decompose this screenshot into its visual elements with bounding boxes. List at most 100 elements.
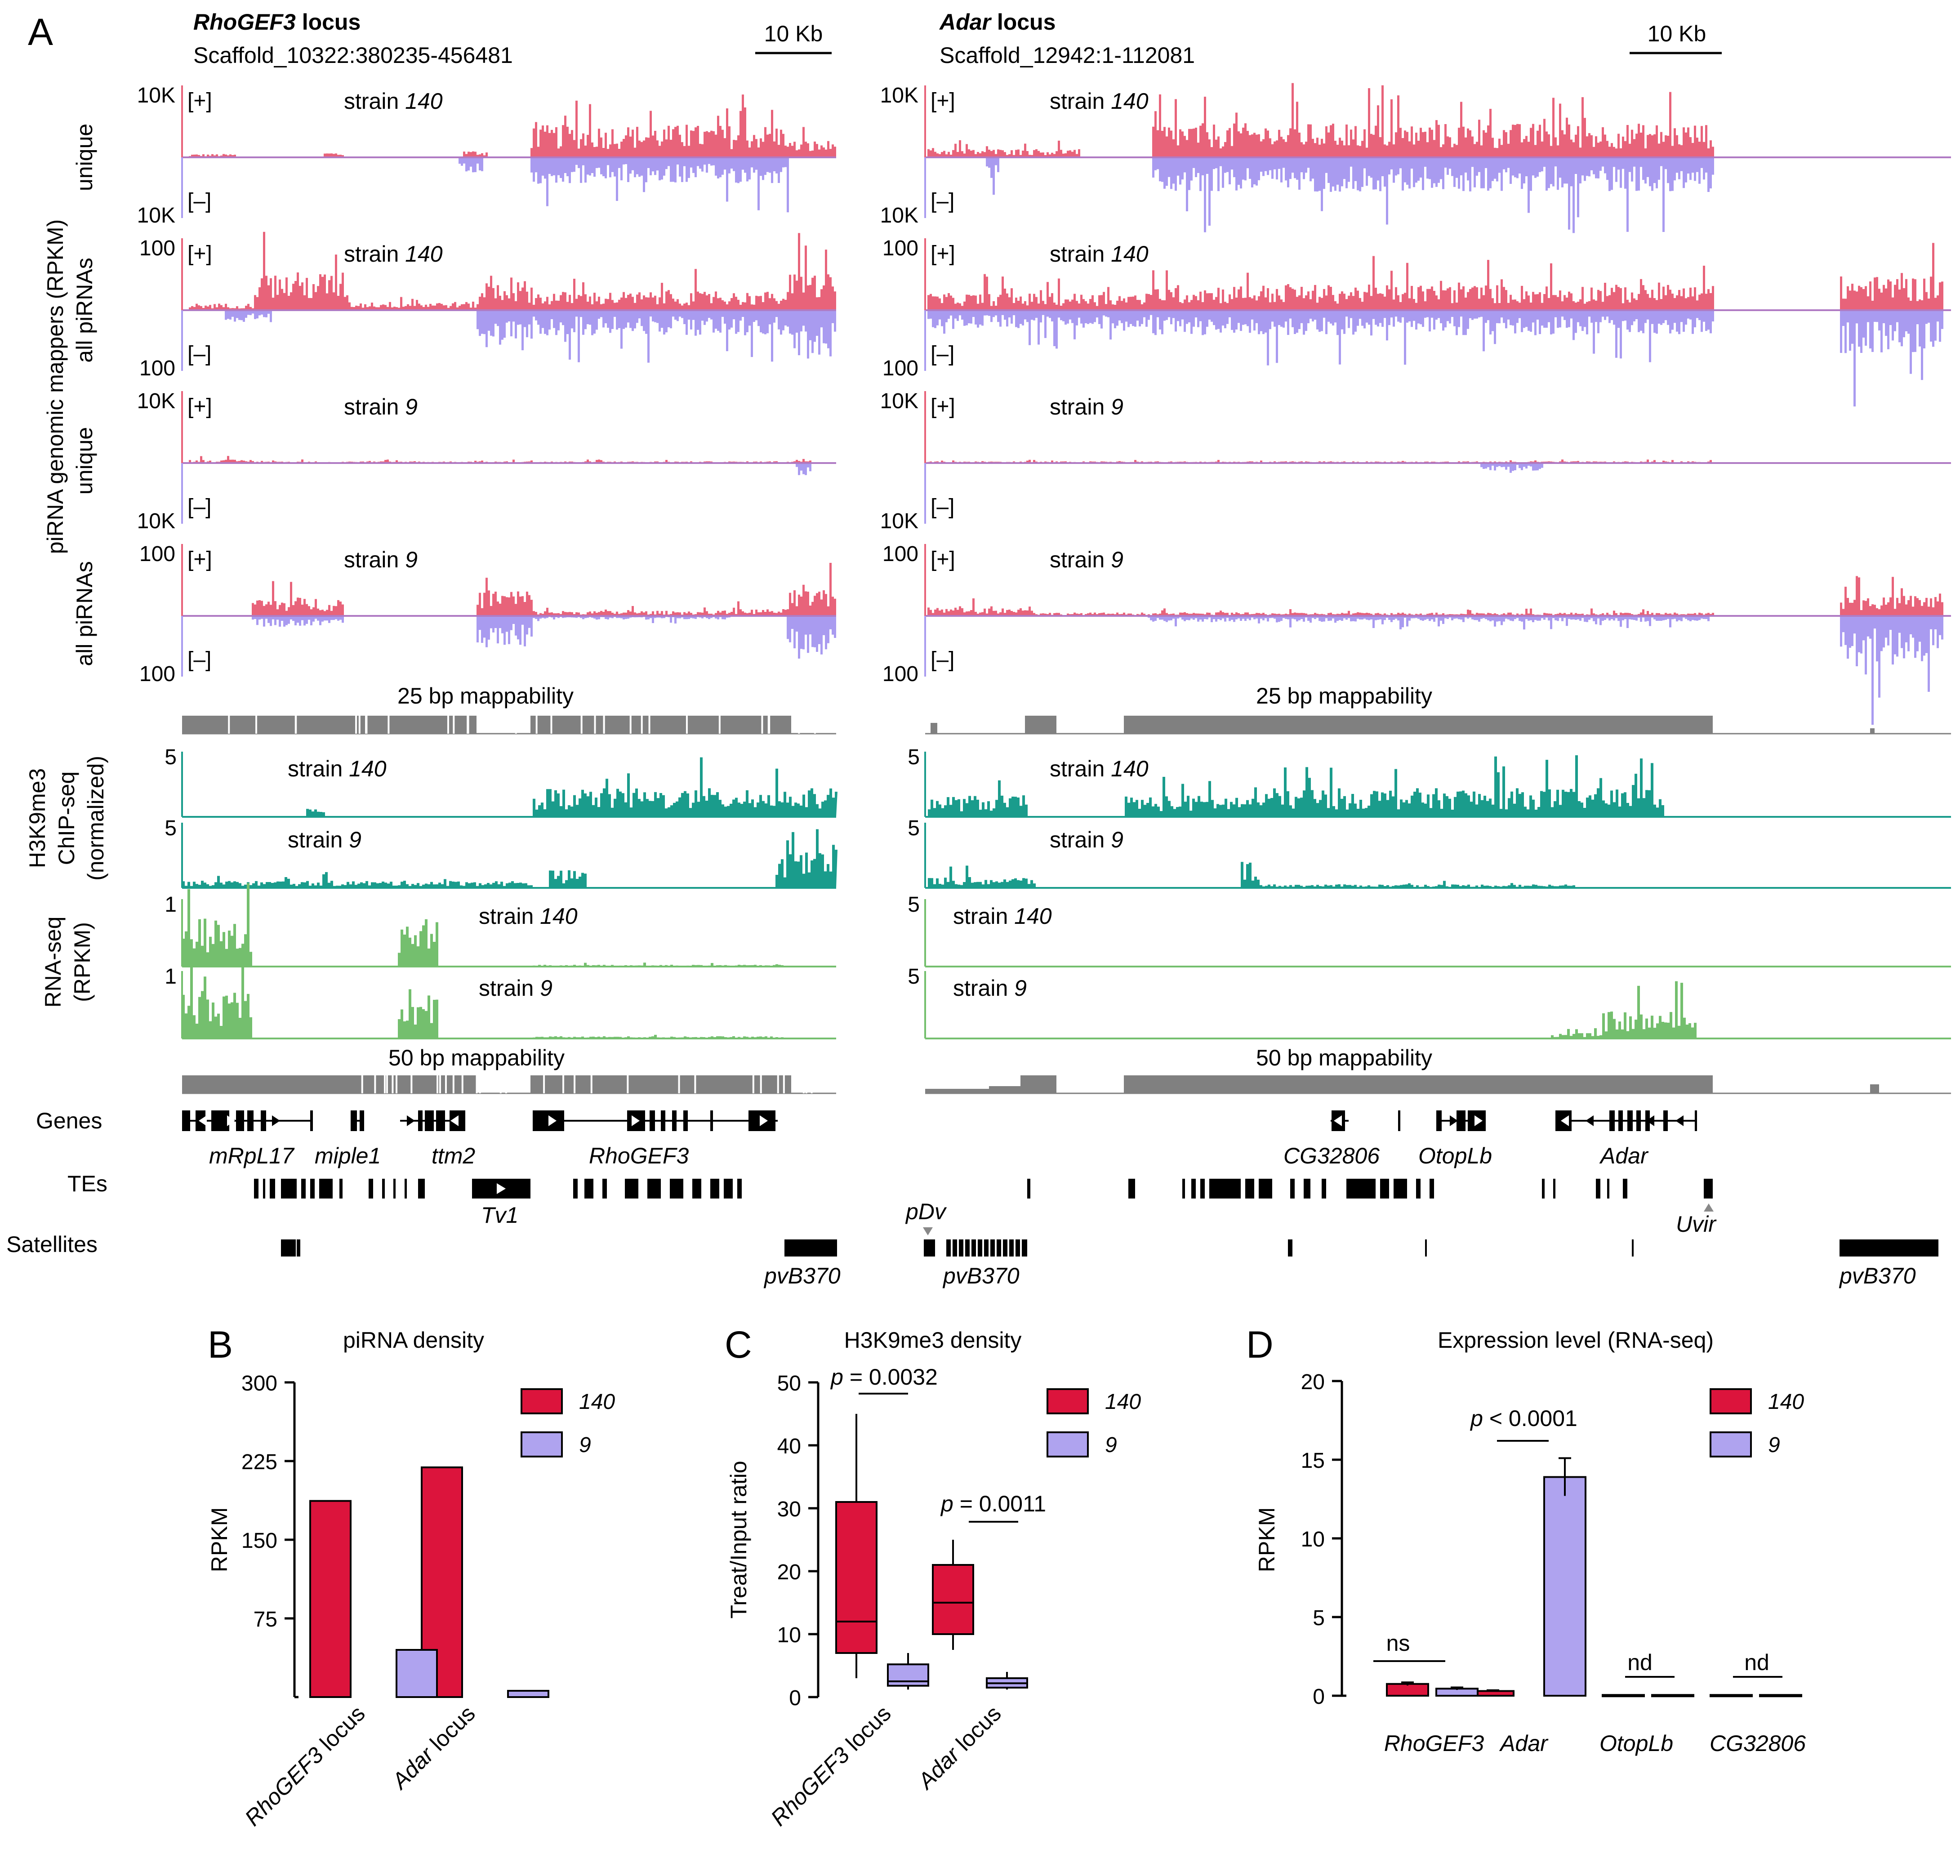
pirna-plus-left-4 xyxy=(182,563,836,616)
mappability-block-right-3 xyxy=(1870,728,1875,734)
right-locus-suffix: locus xyxy=(991,9,1056,35)
te-block-left-19 xyxy=(670,1179,683,1199)
gene-adar-exon-4 xyxy=(1636,1110,1641,1131)
te-label-pdv: pDv xyxy=(905,1199,947,1224)
mappability-gap-18 xyxy=(453,716,455,734)
pirna-max-top-right-4: 100 xyxy=(882,542,918,566)
mappability-gap-2 xyxy=(811,1075,813,1093)
rna-y-title-2: (RPKM) xyxy=(70,922,95,1002)
chart-d-annotation-3: nd xyxy=(1744,1650,1769,1675)
chart-d-legend-swatch-0 xyxy=(1710,1388,1752,1414)
satellite-gap-4 xyxy=(976,1239,978,1257)
all-title-9: all piRNAs xyxy=(72,561,97,666)
satellite-gap-5 xyxy=(982,1239,984,1257)
mappability-block-right-3 xyxy=(1124,1075,1713,1093)
mappability-gap-12 xyxy=(783,1075,785,1093)
mappability-gap-9 xyxy=(648,716,650,734)
gene-cg32806 xyxy=(1331,1110,1349,1131)
pirna-max-top-right-3: 10K xyxy=(880,389,918,413)
gene-adar-arrow-2 xyxy=(1646,1115,1654,1126)
satellite-gap-3 xyxy=(970,1239,971,1257)
strand-plus-left-1: [+] xyxy=(187,89,212,113)
chip-max-right-9: 5 xyxy=(908,816,920,840)
mappability-gap-22 xyxy=(467,716,469,734)
pirna-minus-left-4 xyxy=(182,616,836,659)
gene-adar-exon-2 xyxy=(1618,1110,1623,1131)
pirna-track-3: 10K 10K [+] [–] strain 9 10K 10K [+] [–] strain 9 xyxy=(137,389,1952,533)
chart-d-legend-label-0: 140 xyxy=(1768,1390,1804,1414)
strain-number: 140 xyxy=(405,89,443,114)
pirna-max-top-left-4: 100 xyxy=(139,542,175,566)
satellites-row-label: Satellites xyxy=(6,1232,98,1257)
mappability-gap-28 xyxy=(358,716,361,734)
satellite-gap-11 xyxy=(1020,1239,1022,1257)
chart-b: piRNA density RPKM 75 150 225 300 140 9 RhoGEF3 … xyxy=(207,1328,615,1831)
strain-word: strain xyxy=(479,976,540,1001)
pirna-track-1: 10K 10K [+] [–] strain 140 10K 10K [+] [–] strain… xyxy=(137,83,1952,233)
strain-word: strain xyxy=(479,904,540,929)
strain-number: 9 xyxy=(1014,976,1027,1001)
mappability-gap-16 xyxy=(388,716,390,734)
te-block-left-23 xyxy=(737,1179,742,1199)
mappability-gap-4 xyxy=(550,716,552,734)
gene-rhogef3-arrow-2 xyxy=(760,1115,768,1126)
mappability-gap-29 xyxy=(437,1075,439,1093)
chart-d-bar-140-0 xyxy=(1386,1683,1429,1697)
te-uvir-marker xyxy=(1704,1203,1714,1212)
gene-mrpl17-arrow-0 xyxy=(199,1115,207,1126)
panel-a-label: A xyxy=(28,11,53,53)
gene-adar-exon-7 xyxy=(1695,1110,1697,1131)
te-block-right-10 xyxy=(1322,1179,1326,1199)
te-block-left-15 xyxy=(584,1179,593,1199)
te-block-left-21 xyxy=(710,1179,719,1199)
strand-minus-left-4: [–] xyxy=(187,648,211,672)
satellite-block-6 xyxy=(1425,1239,1427,1257)
p-symbol: p xyxy=(830,1364,843,1390)
mappability-gap-19 xyxy=(384,1075,386,1093)
mappability-gap-0 xyxy=(479,1075,481,1093)
strain-word: strain xyxy=(1050,756,1111,781)
satellite-gap-2 xyxy=(963,1239,965,1257)
gene-label-otoplb: OtopLb xyxy=(1418,1143,1492,1168)
mappability-gap-21 xyxy=(718,716,721,734)
gene-otoplb-arrow-0 xyxy=(1450,1115,1458,1126)
chart-b-legend-swatch-0 xyxy=(521,1388,563,1414)
mappability-gap-29 xyxy=(686,716,688,734)
mappability-gap-1 xyxy=(627,1075,629,1093)
mappability-block-left-1 xyxy=(530,716,791,734)
mappability-gap-6 xyxy=(752,1075,754,1093)
mappability-gap-27 xyxy=(603,716,605,734)
strain-number: 140 xyxy=(1111,756,1149,781)
pirna-max-bottom-right-3: 10K xyxy=(880,509,918,533)
pirna-minus-right-1 xyxy=(925,157,1952,233)
chart-d-xlabel-3: CG32806 xyxy=(1710,1731,1806,1756)
chip-strain-label-right-140: strain 140 xyxy=(1050,756,1149,781)
satellite-block-2 xyxy=(784,1239,837,1257)
mappability-gap-20 xyxy=(294,716,297,734)
gene-label-adar: Adar xyxy=(1599,1143,1649,1168)
strain-word: strain xyxy=(1050,827,1111,852)
mappability-gap-19 xyxy=(641,716,643,734)
gene-ttm2-exon-1 xyxy=(425,1110,434,1131)
mappability-gap-26 xyxy=(452,1075,454,1093)
chart-c-legend-swatch-1 xyxy=(1047,1431,1089,1457)
chart-d-y-tick-label-2: 10 xyxy=(1301,1528,1325,1551)
chip-track-140: 5 strain 140 5 strain 140 xyxy=(165,745,1953,818)
gene-mrpl17-exon-0 xyxy=(182,1110,190,1131)
pirna-minus-left-2 xyxy=(182,310,836,363)
gene-adar-exon-6 xyxy=(1663,1110,1668,1131)
satellite-block-7 xyxy=(1632,1239,1634,1257)
panel-b-label: B xyxy=(208,1323,233,1366)
satellite-block-8 xyxy=(1840,1239,1938,1257)
chip-area-right-9 xyxy=(925,862,1953,888)
strain-word: strain xyxy=(953,904,1014,929)
pirna-minus-right-2 xyxy=(925,310,1952,407)
rna-tracks: 1 strain 140 5 strain 140 1 strain 9 5 strain 9 xyxy=(165,883,1953,1039)
gene-mrpl17-exon-4 xyxy=(247,1110,254,1131)
chip-tracks: 5 strain 140 5 strain 140 5 strain 9 5 strain 9 xyxy=(165,745,1953,889)
mappability-gap-25 xyxy=(515,716,517,734)
chart-b-xlabel-0-italic: RhoGEF3 xyxy=(240,1742,329,1831)
right-locus-coords: Scaffold_12942:1-112081 xyxy=(940,43,1195,68)
chart-d-bar-140-2 xyxy=(1602,1694,1645,1698)
chart-b-xlabel-0-suffix: locus xyxy=(311,1701,370,1760)
